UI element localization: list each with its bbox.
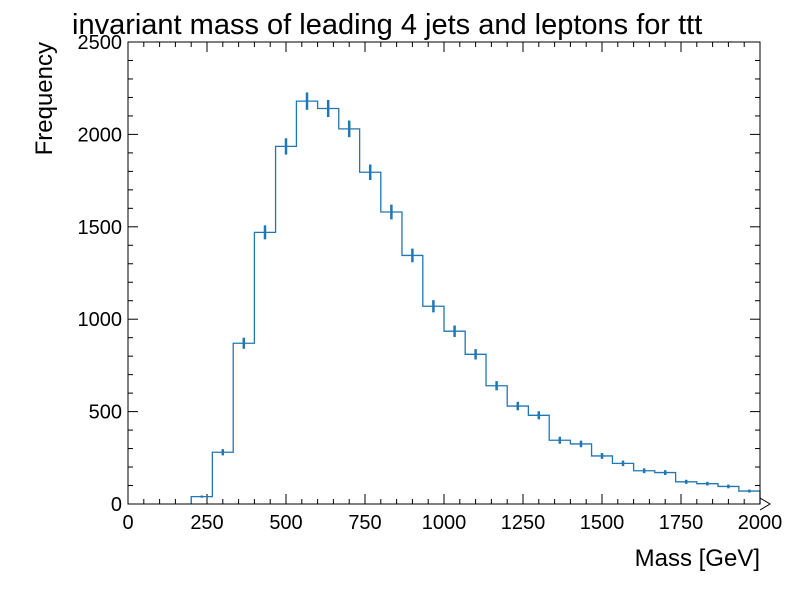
- axis-ticks: 0 250 500 750 1000 1250 1500 1750 2000 0 500 1000 15…: [78, 32, 783, 534]
- y-tick-label: 500: [89, 402, 122, 424]
- x-tick-label: 250: [190, 512, 223, 534]
- x-tick-label: 1000: [422, 512, 467, 534]
- x-tick-label: 0: [122, 512, 133, 534]
- y-tick-label: 1500: [78, 217, 123, 239]
- error-bars: [200, 92, 751, 498]
- x-tick-label: 2000: [738, 512, 783, 534]
- x-axis-label: Mass [GeV]: [635, 545, 760, 572]
- histogram-series: [190, 100, 761, 504]
- x-tick-label: 500: [269, 512, 302, 534]
- y-tick-label: 0: [111, 494, 122, 516]
- y-tick-label: 2500: [78, 32, 123, 54]
- x-tick-label: 1750: [659, 512, 704, 534]
- x-tick-label: 750: [348, 512, 381, 534]
- x-tick-label: 1250: [501, 512, 546, 534]
- chart-title: invariant mass of leading 4 jets and lep…: [72, 9, 702, 41]
- histogram-step-line: [190, 100, 761, 504]
- y-axis-label: Frequency: [31, 42, 58, 155]
- x-tick-label: 1500: [580, 512, 625, 534]
- y-tick-label: 2000: [78, 124, 123, 146]
- x-axis-arrow: [759, 497, 771, 511]
- y-tick-label: 1000: [78, 309, 123, 331]
- plot-frame: [127, 41, 761, 505]
